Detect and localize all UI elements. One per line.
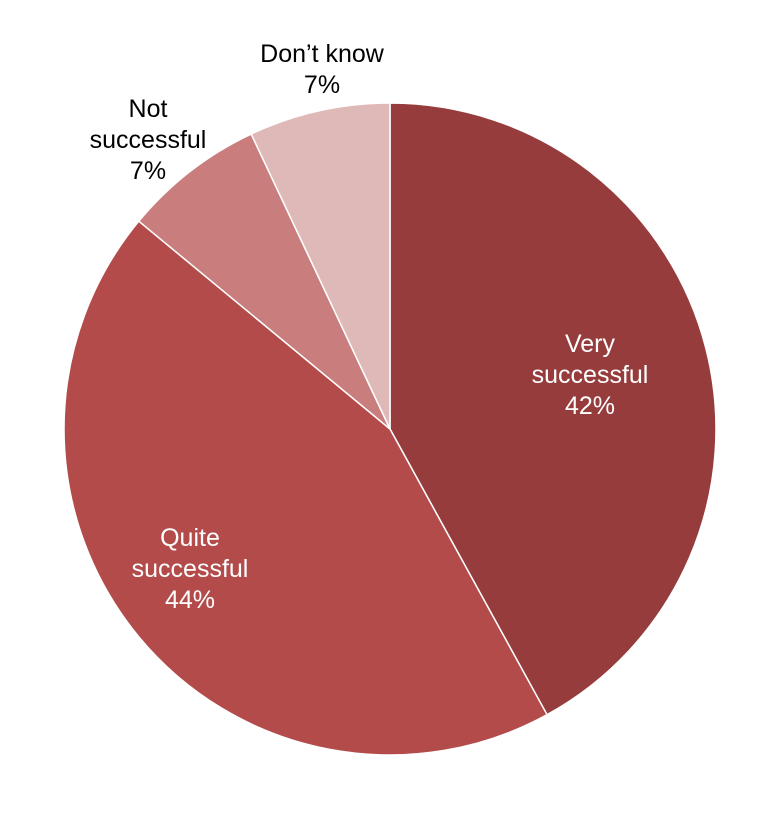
slice-value-label: 44% [165,586,215,614]
slice-category-label: Not [129,95,168,123]
slice-label-2: Not successful 7% [90,95,207,185]
slice-label-3: Don’t know 7% [260,40,385,99]
slice-category-label: successful [532,361,649,389]
slice-value-label: 7% [130,157,166,185]
slice-value-label: 42% [565,392,615,420]
slice-category-label: successful [90,126,207,154]
slice-label-1: Quite successful 44% [132,524,249,614]
slice-value-label: 7% [304,71,340,99]
pie-slice-1 [63,220,549,756]
slice-category-label: Quite [160,524,220,552]
slice-category-label: Don’t know [260,40,385,68]
slice-category-label: Very [565,330,616,358]
pie-slice-0 [389,102,717,716]
slice-label-0: Very successful 42% [532,330,649,420]
slice-category-label: successful [132,555,249,583]
pie-slice-3 [250,102,391,430]
pie-slice-2 [137,133,391,430]
